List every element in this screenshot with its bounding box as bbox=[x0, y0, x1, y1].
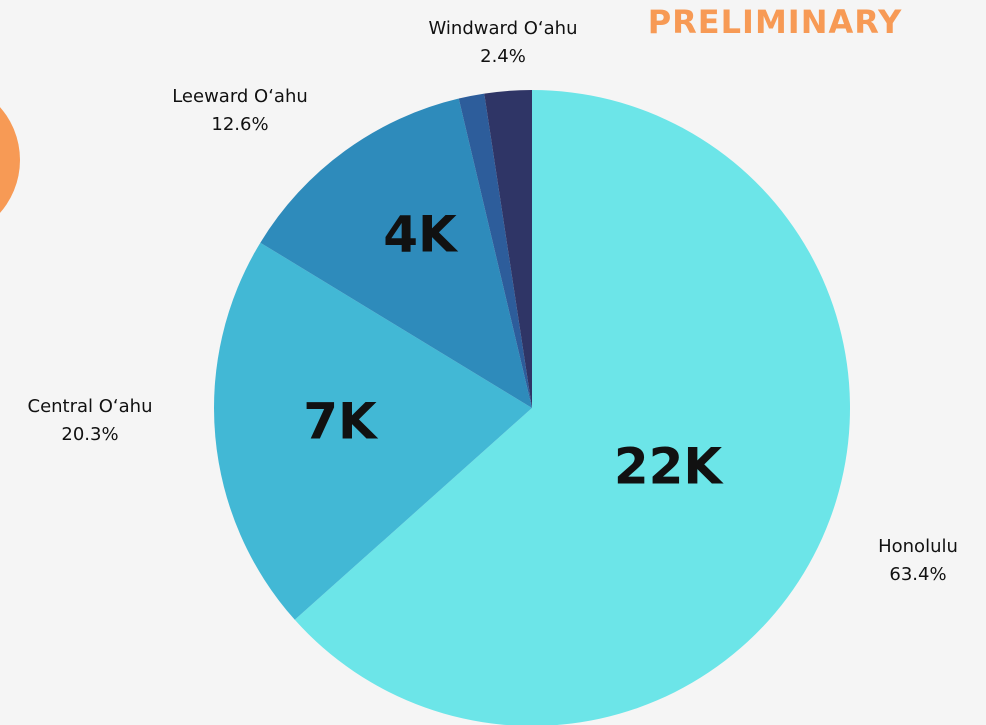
pie-slice bbox=[214, 242, 533, 620]
pie-slice bbox=[260, 98, 532, 408]
slice-name: Central O‘ahu bbox=[28, 396, 153, 417]
slice-count-label: 22K bbox=[614, 438, 725, 496]
slice-count-label: 4K bbox=[383, 206, 459, 264]
pie-slice bbox=[294, 90, 850, 725]
pie-slice bbox=[484, 90, 532, 408]
slice-percent: 12.6% bbox=[211, 114, 268, 135]
slice-name: Leeward O‘ahu bbox=[172, 86, 308, 107]
slice-percent: 20.3% bbox=[61, 424, 118, 445]
slice-count-label: 7K bbox=[303, 393, 379, 451]
slice-percent: 63.4% bbox=[889, 564, 946, 585]
annotation: PRELIMINARY bbox=[648, 3, 903, 41]
slice-percent: 2.4% bbox=[480, 46, 526, 67]
pie-slice bbox=[458, 93, 532, 409]
decor-circle bbox=[0, 107, 20, 213]
slice-name: Honolulu bbox=[878, 536, 958, 557]
slice-name: Windward O‘ahu bbox=[429, 18, 578, 39]
